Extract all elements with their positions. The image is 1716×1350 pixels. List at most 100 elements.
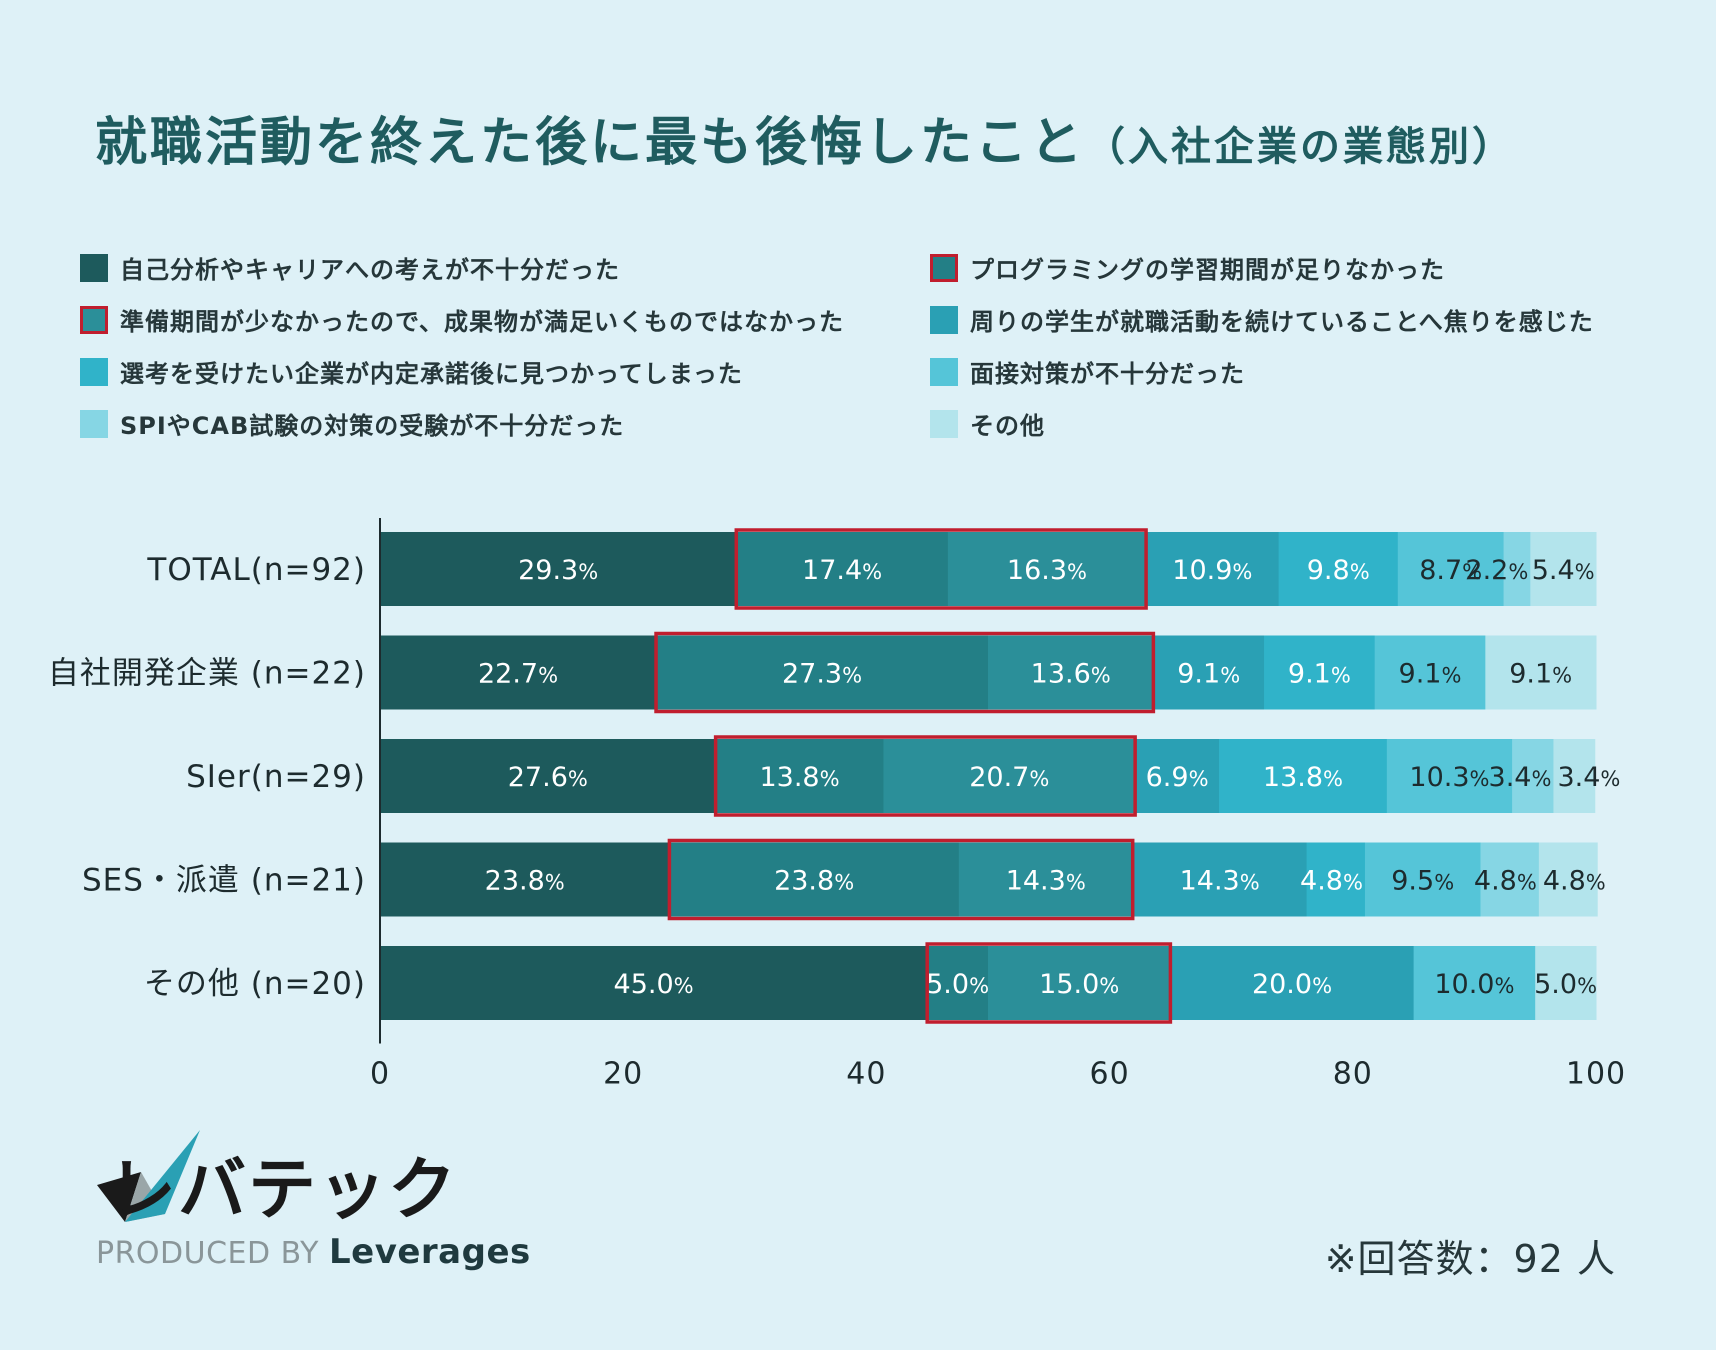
data-label: 13.8% bbox=[1263, 762, 1343, 793]
bar-segment bbox=[669, 842, 960, 917]
bar-segment bbox=[1374, 635, 1486, 710]
data-label: 16.3% bbox=[1007, 555, 1087, 586]
bar-segment bbox=[1485, 635, 1597, 710]
x-tick-label: 60 bbox=[1090, 1057, 1130, 1091]
x-tick-label: 80 bbox=[1333, 1057, 1373, 1091]
produced-by: PRODUCED BY Leverages bbox=[96, 1232, 531, 1272]
data-label: 29.3% bbox=[518, 555, 598, 586]
bar-segment bbox=[1413, 946, 1536, 1020]
legend-item-1: 自己分析やキャリアへの考えが不十分だった bbox=[80, 250, 620, 285]
bar-segment bbox=[1170, 946, 1415, 1020]
data-label: 5.4% bbox=[1532, 555, 1595, 586]
data-label: 6.9% bbox=[1146, 762, 1209, 793]
legend-item-8: その他 bbox=[930, 406, 1045, 441]
bar-segment bbox=[1364, 842, 1481, 917]
bar-segment bbox=[1153, 635, 1265, 710]
produced-by-label: PRODUCED BY bbox=[96, 1236, 319, 1271]
category-label: SES・派遣 (n=21) bbox=[82, 863, 366, 899]
legend-item-3: 準備期間が少なかったので、成果物が満足いくものではなかった bbox=[80, 302, 844, 337]
bar-segment bbox=[883, 739, 1136, 813]
data-label: 20.7% bbox=[969, 762, 1049, 793]
data-label: 14.3% bbox=[1006, 866, 1086, 897]
data-label: 5.0% bbox=[926, 969, 989, 1000]
legend-swatch-8 bbox=[930, 409, 958, 438]
legend-label-3: 準備期間が少なかったので、成果物が満足いくものではなかった bbox=[120, 308, 845, 336]
logo-mark-dark bbox=[97, 1172, 141, 1222]
data-label: 4.8% bbox=[1543, 866, 1606, 897]
legend-label-1: 自己分析やキャリアへの考えが不十分だった bbox=[120, 256, 620, 284]
bar-segment bbox=[1397, 532, 1505, 606]
bar-segment bbox=[947, 532, 1147, 606]
bar-segment bbox=[1306, 842, 1366, 917]
bar-segment bbox=[1146, 532, 1280, 606]
legend-swatch-2 bbox=[930, 253, 958, 282]
data-label: 4.8% bbox=[1300, 866, 1363, 897]
x-tick-label: 100 bbox=[1566, 1057, 1626, 1091]
data-label: 27.6% bbox=[508, 762, 588, 793]
legend: 自己分析やキャリアへの考えが不十分だった プログラミングの学習期間が足りなかった… bbox=[80, 250, 1660, 470]
legend-label-7: SPIやCAB試験の対策の受験が不十分だった bbox=[120, 412, 625, 440]
data-label: 9.8% bbox=[1307, 555, 1370, 586]
data-label: 4.8% bbox=[1474, 866, 1537, 897]
data-label: 5.0% bbox=[1534, 969, 1597, 1000]
legend-label-8: その他 bbox=[970, 412, 1045, 440]
legend-swatch-1 bbox=[80, 253, 108, 282]
bar-segment bbox=[715, 739, 884, 813]
data-label: 13.8% bbox=[759, 762, 839, 793]
legend-label-2: プログラミングの学習期間が足りなかった bbox=[970, 256, 1445, 284]
bar-segment bbox=[1278, 532, 1399, 606]
legend-label-5: 選考を受けたい企業が内定承諾後に見つかってしまった bbox=[120, 360, 743, 388]
data-label: 2.2% bbox=[1465, 555, 1528, 586]
logo-text: レバテック bbox=[108, 1151, 459, 1230]
bar-segment bbox=[988, 946, 1171, 1020]
bar-segment bbox=[958, 842, 1134, 917]
logo-mark-teal bbox=[125, 1130, 200, 1222]
data-label: 45.0% bbox=[614, 969, 694, 1000]
bar-segment bbox=[988, 635, 1154, 710]
chart-title-main: 就職活動を終えた後に最も後悔したこと bbox=[95, 113, 1086, 173]
legend-label-6: 面接対策が不十分だった bbox=[970, 360, 1245, 388]
data-label: 15.0% bbox=[1039, 969, 1119, 1000]
data-label: 10.9% bbox=[1172, 555, 1252, 586]
bar-segment bbox=[1264, 635, 1376, 710]
bar-segment bbox=[927, 946, 989, 1020]
data-label: 14.3% bbox=[1180, 866, 1260, 897]
data-label: 3.4% bbox=[1489, 762, 1552, 793]
legend-item-2: プログラミングの学習期間が足りなかった bbox=[930, 250, 1445, 285]
stacked-bar-chart: TOTAL(n=92) 29.3% 17.4% 16.3% 10.9% 9.8% 8.7%2… bbox=[48, 518, 1626, 1092]
bar-segment bbox=[1538, 842, 1598, 917]
category-label: TOTAL(n=92) bbox=[146, 552, 366, 588]
highlight-box bbox=[654, 631, 1156, 714]
x-tick-label: 0 bbox=[370, 1057, 390, 1091]
bar-segment bbox=[1386, 739, 1513, 813]
legend-swatch-6 bbox=[930, 357, 958, 386]
bar-segment bbox=[1219, 739, 1388, 813]
data-label: 22.7% bbox=[478, 659, 558, 690]
data-label: 20.0% bbox=[1252, 969, 1332, 1000]
chart-title: 就職活動を終えた後に最も後悔したこと（入社企業の業態別） bbox=[95, 100, 1655, 175]
category-label: その他 (n=20) bbox=[144, 966, 366, 1002]
legend-label-4: 周りの学生が就職活動を続けていることへ焦りを感じた bbox=[970, 308, 1594, 336]
legend-swatch-5 bbox=[80, 357, 108, 386]
respondents-note: ※回答数：92 人 bbox=[1324, 1237, 1616, 1281]
produced-by-brand: Leverages bbox=[328, 1232, 531, 1272]
chart-title-sub: （入社企業の業態別） bbox=[1085, 124, 1516, 170]
levtech-logo-mark bbox=[97, 1130, 200, 1222]
bar-segment bbox=[1132, 842, 1308, 917]
legend-swatch-7 bbox=[80, 409, 108, 438]
bar-segment bbox=[1553, 739, 1596, 813]
legend-item-4: 周りの学生が就職活動を続けていることへ焦りを感じた bbox=[930, 302, 1594, 337]
bar-segment bbox=[1512, 739, 1554, 813]
data-label: 13.6% bbox=[1031, 659, 1111, 690]
bar-segment bbox=[1530, 532, 1597, 606]
highlight-box bbox=[925, 942, 1173, 1024]
x-tick-label: 40 bbox=[846, 1057, 886, 1091]
data-label: 9.5% bbox=[1391, 866, 1454, 897]
bar-segment bbox=[1480, 842, 1540, 917]
category-label: SIer(n=29) bbox=[186, 759, 366, 795]
data-label: 27.3% bbox=[782, 659, 862, 690]
bar-segment bbox=[1535, 946, 1597, 1020]
bar-segment bbox=[380, 842, 670, 917]
x-tick-label: 20 bbox=[603, 1057, 643, 1091]
highlight-box bbox=[667, 838, 1135, 921]
